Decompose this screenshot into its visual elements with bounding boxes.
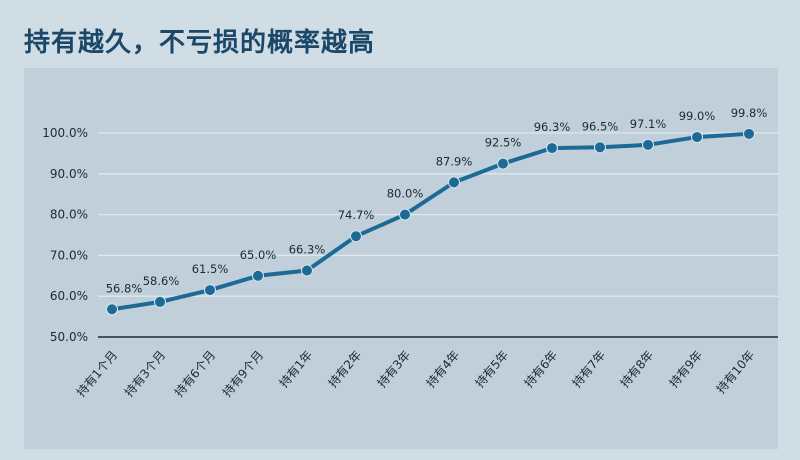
x-tick-label: 持有3年 [374,347,414,390]
data-point-marker [154,295,166,308]
data-point-marker [204,284,216,297]
chart-panel [24,68,778,449]
data-point-marker [497,157,509,170]
x-tick-label: 持有8年 [617,347,657,390]
data-point-marker [106,303,118,316]
data-label: 92.5% [485,136,522,150]
data-label: 87.9% [436,154,473,168]
x-tick-label: 持有2年 [325,347,365,390]
data-label: 99.0% [679,109,716,123]
y-tick-label: 70.0% [50,248,88,262]
x-tick-label: 持有4年 [423,347,463,390]
data-label: 58.6% [143,274,180,288]
x-tick-label: 持有6个月 [171,347,218,399]
data-point-marker [691,131,703,144]
x-tick-label: 持有9个月 [219,347,266,399]
data-label: 99.8% [731,106,768,120]
data-label: 80.0% [387,187,424,201]
x-tick-label: 持有1年 [276,347,316,390]
y-tick-label: 80.0% [50,208,88,222]
data-line [111,131,750,312]
y-tick-label: 90.0% [50,167,88,181]
data-label: 65.0% [240,248,277,262]
x-tick-label: 持有6年 [521,347,561,390]
y-tick-label: 50.0% [50,330,88,344]
data-point-marker [252,269,264,282]
x-tick-label: 持有1个月 [73,347,120,399]
data-label: 66.3% [289,242,326,256]
data-label: 61.5% [192,262,229,276]
y-tick-label: 100.0% [42,126,88,140]
x-tick-label: 持有3个月 [121,347,168,399]
data-point-marker [350,230,362,243]
data-label: 96.5% [582,119,619,133]
data-point-marker [448,176,460,189]
x-tick-label: 持有10年 [713,347,757,396]
data-point-marker [642,138,654,151]
data-point-marker [743,127,755,140]
data-label: 56.8% [106,281,143,295]
x-tick-label: 持有5年 [472,347,512,390]
data-point-marker [594,141,606,154]
x-tick-label: 持有9年 [666,347,706,390]
x-tick-label: 持有7年 [569,347,609,390]
data-label: 97.1% [630,117,667,131]
y-tick-label: 60.0% [50,289,88,303]
data-point-marker [399,208,411,221]
data-point-marker [301,264,313,277]
data-label: 74.7% [338,208,375,222]
chart-title: 持有越久，不亏损的概率越高 [24,28,376,58]
data-point-marker [546,142,558,155]
data-label: 96.3% [534,120,571,134]
